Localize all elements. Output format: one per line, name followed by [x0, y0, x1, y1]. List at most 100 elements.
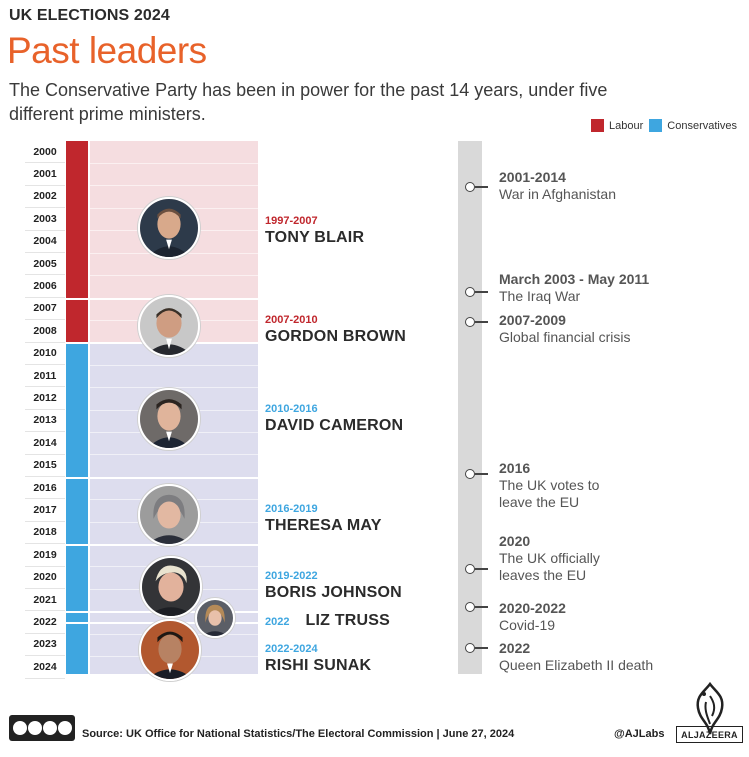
ajlabs-handle: @AJLabs — [614, 728, 665, 740]
leader-name: BORIS JOHNSON — [265, 584, 402, 601]
year-label: 2017 — [25, 499, 65, 522]
labour-bar — [66, 141, 88, 343]
leader-name: TONY BLAIR — [265, 229, 365, 246]
event-date: 2020-2022 — [499, 600, 566, 616]
year-label: 2010 — [25, 343, 65, 365]
event-date: 2001-2014 — [499, 169, 566, 185]
event-afghanistan: 2001-2014 War in Afghanistan — [499, 169, 739, 203]
legend-label: Labour — [609, 119, 644, 132]
event-queen-death: 2022 Queen Elizabeth II death — [499, 640, 739, 674]
leader-label-sunak: 2022-2024 RISHI SUNAK — [265, 642, 371, 675]
leader-label-may: 2016-2019 THERESA MAY — [265, 502, 382, 535]
timeline-marker — [465, 602, 475, 612]
gridline — [90, 454, 258, 455]
timeline-connector — [475, 647, 488, 649]
timeline-marker — [465, 564, 475, 574]
kicker: UK ELECTIONS 2024 — [9, 7, 170, 24]
year-label: 2000 — [25, 141, 65, 164]
brand-wordmark: ALJAZEERA — [676, 726, 743, 743]
event-date: 2007-2009 — [499, 312, 566, 328]
legend-label: Conservatives — [667, 119, 737, 132]
year-label: 2005 — [25, 253, 65, 276]
event-covid: 2020-2022 Covid-19 — [499, 600, 739, 634]
leader-label-brown: 2007-2010 GORDON BROWN — [265, 313, 406, 346]
leader-name: LIZ TRUSS — [305, 612, 390, 629]
event-financial-crisis: 2007-2009 Global financial crisis — [499, 312, 739, 346]
gridline — [90, 185, 258, 186]
leader-name: RISHI SUNAK — [265, 657, 372, 674]
year-label: 2016 — [25, 477, 65, 500]
leader-label-cameron: 2010-2016 DAVID CAMERON — [265, 402, 403, 435]
source-note: Source: UK Office for National Statistic… — [82, 728, 515, 740]
leader-term: 1997-2007 — [265, 215, 318, 227]
year-label: 2013 — [25, 410, 65, 433]
event-description: Queen Elizabeth II death — [499, 657, 654, 673]
year-label: 2014 — [25, 432, 65, 455]
legend-swatch-labour — [591, 119, 605, 132]
page-title: Past leaders — [7, 30, 207, 71]
leader-term: 2022-2024 — [265, 643, 318, 655]
gridline — [90, 275, 258, 276]
year-label: 2004 — [25, 231, 65, 253]
timeline-connector — [475, 473, 488, 475]
gordon-brown-photo — [138, 295, 200, 357]
year-label: 2020 — [25, 567, 65, 589]
event-description: War in Afghanistan — [499, 186, 616, 202]
timeline-marker — [465, 182, 475, 192]
event-description: The UK votes to leave the EU — [499, 477, 600, 510]
leader-term: 2010-2016 — [265, 403, 318, 415]
gridline — [90, 163, 258, 164]
event-brexit: 2020 The UK officially leaves the EU — [499, 533, 629, 584]
rishi-sunak-photo — [139, 619, 201, 681]
leader-label-blair: 1997-2007 TONY BLAIR — [265, 214, 364, 247]
legend-swatch-conservatives — [649, 119, 663, 132]
gridline — [90, 365, 258, 366]
liz-truss-photo — [195, 598, 235, 638]
leader-term: 2019-2022 — [265, 570, 318, 582]
year-label: 2018 — [25, 522, 65, 545]
subtitle: The Conservative Party has been in power… — [9, 80, 608, 124]
year-label: 2023 — [25, 634, 65, 657]
event-description: Covid-19 — [499, 617, 556, 633]
leader-term: 2016-2019 — [265, 503, 318, 515]
boris-johnson-photo — [140, 556, 202, 618]
event-brexit-vote: 2016 The UK votes to leave the EU — [499, 460, 629, 511]
timeline-connector — [475, 606, 488, 608]
event-iraq-war: March 2003 - May 2011 The Iraq War — [499, 271, 739, 305]
year-label: 2001 — [25, 163, 65, 186]
year-label: 2012 — [25, 387, 65, 410]
timeline-connector — [475, 568, 488, 570]
year-label: 2015 — [25, 455, 65, 477]
year-label: 2007 — [25, 298, 65, 321]
al-jazeera-logo-icon — [696, 681, 724, 735]
year-label: 2008 — [25, 320, 65, 343]
event-description: The Iraq War — [499, 288, 581, 304]
event-date: March 2003 - May 2011 — [499, 271, 650, 287]
year-label: 2006 — [25, 275, 65, 298]
legend: Labour Conservatives — [585, 119, 737, 132]
timeline-marker — [465, 469, 475, 479]
year-label: 2019 — [25, 544, 65, 567]
timeline-marker — [465, 287, 475, 297]
event-date: 2020 — [499, 533, 531, 549]
leader-name: THERESA MAY — [265, 517, 382, 534]
leader-name: GORDON BROWN — [265, 328, 407, 345]
year-label: 2022 — [25, 611, 65, 634]
leader-name: DAVID CAMERON — [265, 417, 404, 434]
gridline — [90, 387, 258, 388]
events-timeline-track — [458, 141, 482, 674]
david-cameron-photo — [138, 388, 200, 450]
event-description: The UK officially leaves the EU — [499, 550, 600, 583]
leader-label-johnson: 2019-2022 BORIS JOHNSON — [265, 569, 402, 602]
timeline-connector — [475, 186, 488, 188]
year-label: 2021 — [25, 589, 65, 612]
tony-blair-photo — [138, 197, 200, 259]
year-label: 2002 — [25, 186, 65, 209]
footer: Source: UK Office for National Statistic… — [0, 681, 749, 744]
leader-label-truss: 2022 LIZ TRUSS — [265, 611, 390, 630]
leader-term: 2022 — [265, 616, 290, 628]
legend-item-labour: Labour — [591, 119, 643, 132]
timeline-marker — [465, 317, 475, 327]
timeline-marker — [465, 643, 475, 653]
event-date: 2022 — [499, 640, 531, 656]
